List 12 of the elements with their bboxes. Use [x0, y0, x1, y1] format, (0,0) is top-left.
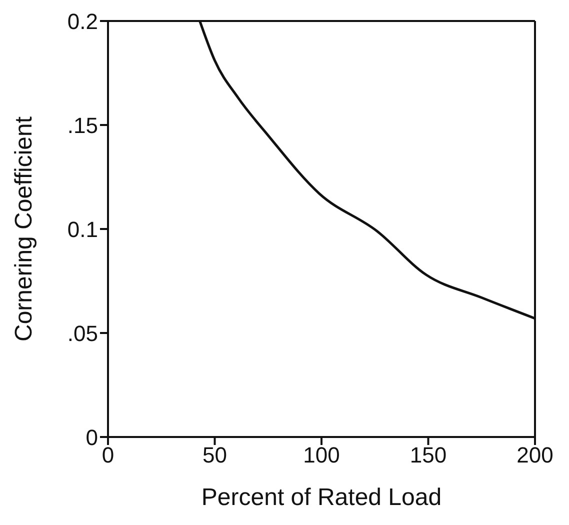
y-axis-title: Cornering Coefficient	[10, 116, 38, 342]
x-axis-title: Percent of Rated Load	[201, 484, 442, 511]
y-tick-label: 0	[86, 424, 98, 450]
y-tick-label: .15	[67, 112, 98, 138]
x-tick-label: 50	[202, 442, 227, 468]
y-tick-label: .05	[67, 320, 98, 346]
x-tick-label: 100	[303, 442, 340, 468]
y-tick-label: 0.1	[67, 216, 98, 242]
x-tick-label: 200	[516, 442, 554, 468]
x-tick-label: 0	[102, 442, 114, 468]
x-tick-label: 150	[410, 442, 447, 468]
y-tick-label: 0.2	[67, 8, 98, 34]
